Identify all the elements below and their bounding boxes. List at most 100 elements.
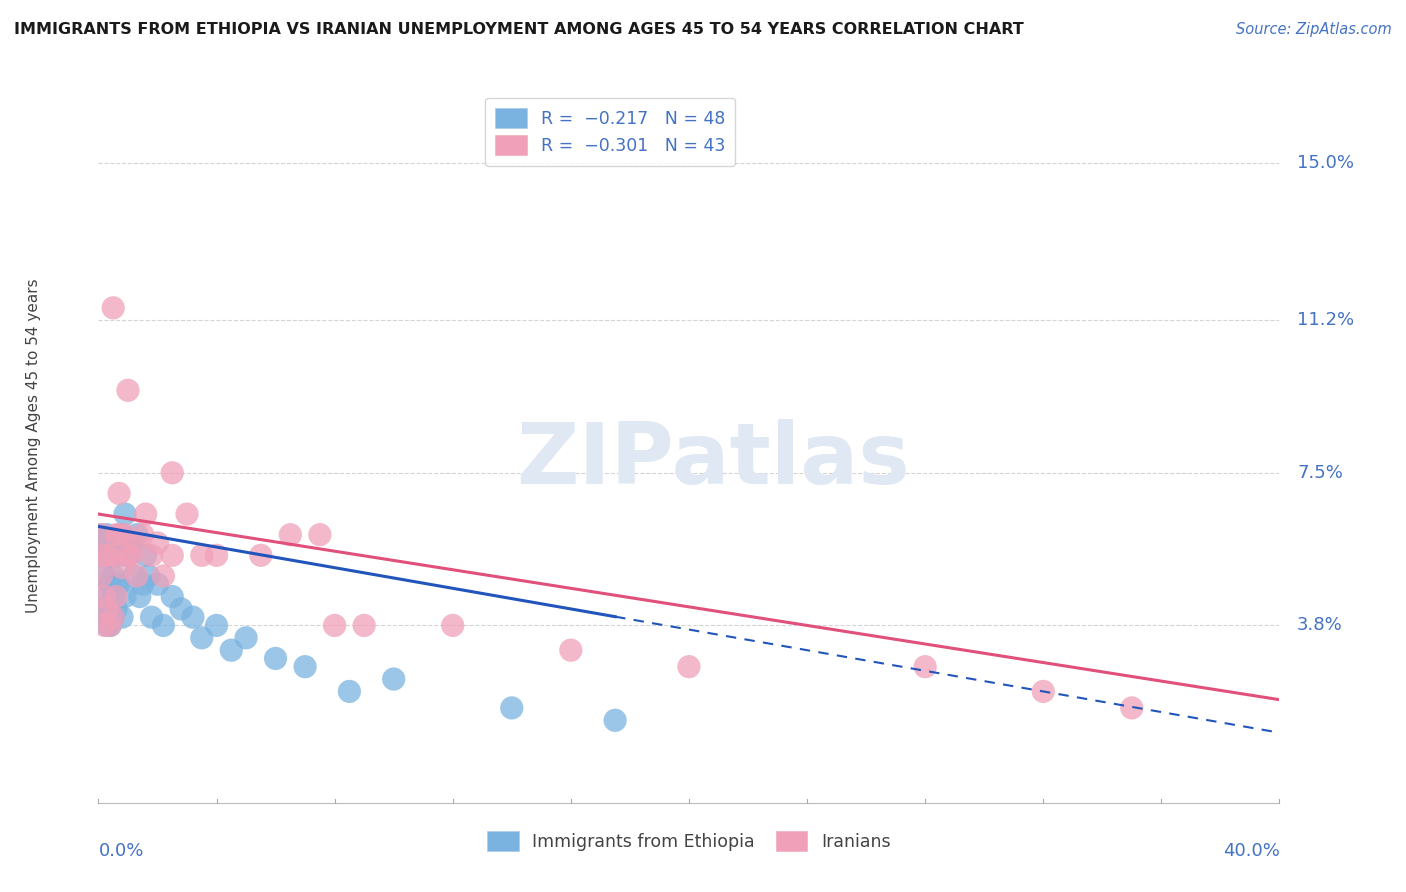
Point <box>90 527 112 541</box>
Point <box>120 549 142 563</box>
Point <box>103 610 125 624</box>
Point <box>162 466 183 480</box>
Point <box>353 618 375 632</box>
Text: 15.0%: 15.0% <box>1298 154 1354 172</box>
Point <box>264 651 287 665</box>
Point <box>501 701 523 715</box>
Point <box>181 610 204 624</box>
Point <box>114 507 136 521</box>
Point <box>162 549 183 563</box>
Point <box>678 659 700 673</box>
Point <box>90 569 112 583</box>
Point <box>1032 684 1054 698</box>
Point <box>93 602 115 616</box>
Point <box>125 527 148 541</box>
Text: ZIPatlas: ZIPatlas <box>516 418 910 502</box>
Point <box>108 549 131 563</box>
Point <box>114 590 136 604</box>
Point <box>93 536 115 550</box>
Point <box>111 527 134 541</box>
Point <box>146 536 169 550</box>
Point <box>122 536 145 550</box>
Point <box>111 610 134 624</box>
Point <box>323 618 346 632</box>
Point <box>103 569 125 583</box>
Point <box>125 569 148 583</box>
Point <box>170 602 193 616</box>
Point <box>122 569 145 583</box>
Point <box>128 590 150 604</box>
Point <box>108 577 131 591</box>
Point <box>103 549 125 563</box>
Point <box>103 610 125 624</box>
Point <box>114 527 136 541</box>
Point <box>337 684 360 698</box>
Point <box>250 549 273 563</box>
Point <box>309 527 332 541</box>
Point <box>138 569 160 583</box>
Point <box>135 507 157 521</box>
Point <box>98 549 121 563</box>
Text: Source: ZipAtlas.com: Source: ZipAtlas.com <box>1236 22 1392 37</box>
Legend: Immigrants from Ethiopia, Iranians: Immigrants from Ethiopia, Iranians <box>481 824 897 858</box>
Point <box>105 590 128 604</box>
Point <box>93 549 115 563</box>
Point <box>152 569 174 583</box>
Point <box>205 618 228 632</box>
Text: 0.0%: 0.0% <box>98 842 143 860</box>
Point <box>93 590 115 604</box>
Point <box>105 577 128 591</box>
Point <box>294 659 316 673</box>
Point <box>105 527 128 541</box>
Text: IMMIGRANTS FROM ETHIOPIA VS IRANIAN UNEMPLOYMENT AMONG AGES 45 TO 54 YEARS CORRE: IMMIGRANTS FROM ETHIOPIA VS IRANIAN UNEM… <box>14 22 1024 37</box>
Point <box>105 602 128 616</box>
Point <box>111 560 134 574</box>
Point <box>914 659 936 673</box>
Point <box>96 527 118 541</box>
Point <box>278 527 302 541</box>
Point <box>117 384 139 398</box>
Text: 40.0%: 40.0% <box>1223 842 1279 860</box>
Point <box>191 631 214 645</box>
Point <box>96 590 118 604</box>
Point <box>93 618 115 632</box>
Point <box>560 643 582 657</box>
Text: Unemployment Among Ages 45 to 54 years: Unemployment Among Ages 45 to 54 years <box>25 278 41 614</box>
Point <box>108 527 131 541</box>
Point <box>96 549 118 563</box>
Point <box>96 602 118 616</box>
Text: 11.2%: 11.2% <box>1298 311 1354 329</box>
Point <box>441 618 464 632</box>
Point <box>135 549 157 563</box>
Point <box>1121 701 1143 715</box>
Point <box>103 301 125 315</box>
Point <box>103 590 125 604</box>
Point <box>132 577 155 591</box>
Point <box>141 610 163 624</box>
Point <box>96 618 118 632</box>
Point <box>605 714 627 728</box>
Point <box>162 590 183 604</box>
Point <box>132 527 155 541</box>
Text: 7.5%: 7.5% <box>1298 464 1343 482</box>
Point <box>90 549 112 563</box>
Point <box>105 549 128 563</box>
Point <box>191 549 214 563</box>
Point <box>219 643 242 657</box>
Point <box>90 527 112 541</box>
Point <box>141 549 163 563</box>
Point <box>98 618 121 632</box>
Point <box>117 549 139 563</box>
Point <box>120 536 142 550</box>
Point <box>235 631 257 645</box>
Point <box>146 577 169 591</box>
Point <box>152 618 174 632</box>
Point <box>117 549 139 563</box>
Point <box>108 486 131 500</box>
Point <box>205 549 228 563</box>
Point <box>98 618 121 632</box>
Point <box>176 507 198 521</box>
Text: 3.8%: 3.8% <box>1298 616 1343 634</box>
Point <box>382 672 405 686</box>
Point <box>96 610 118 624</box>
